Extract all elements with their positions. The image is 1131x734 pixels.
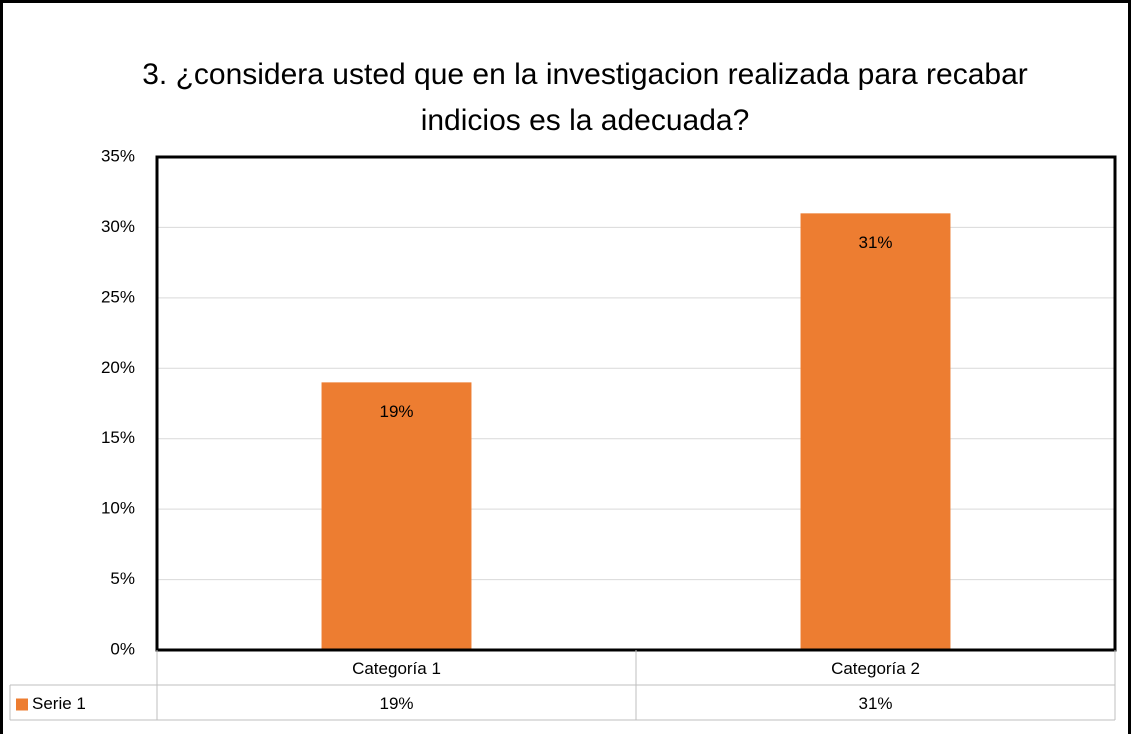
legend-key [16,698,28,711]
data-label: 19% [379,402,413,421]
legend-label: Serie 1 [32,694,86,713]
y-tick-label: 20% [101,358,135,377]
y-tick-label: 25% [101,287,135,306]
y-tick-label: 10% [101,499,135,518]
y-tick-label: 0% [110,639,135,658]
y-tick-label: 15% [101,428,135,447]
chart-title: 3. ¿considera usted que en la investigac… [142,58,1028,137]
y-tick-label: 30% [101,217,135,236]
bar [321,382,472,650]
x-tick-label: Categoría 2 [831,659,920,678]
table-cell: 31% [858,694,892,713]
bar [800,213,951,651]
y-tick-label: 5% [110,569,135,588]
y-tick-label: 35% [101,146,135,165]
data-label: 31% [858,233,892,252]
x-tick-label: Categoría 1 [352,659,441,678]
table-cell: 19% [379,694,413,713]
